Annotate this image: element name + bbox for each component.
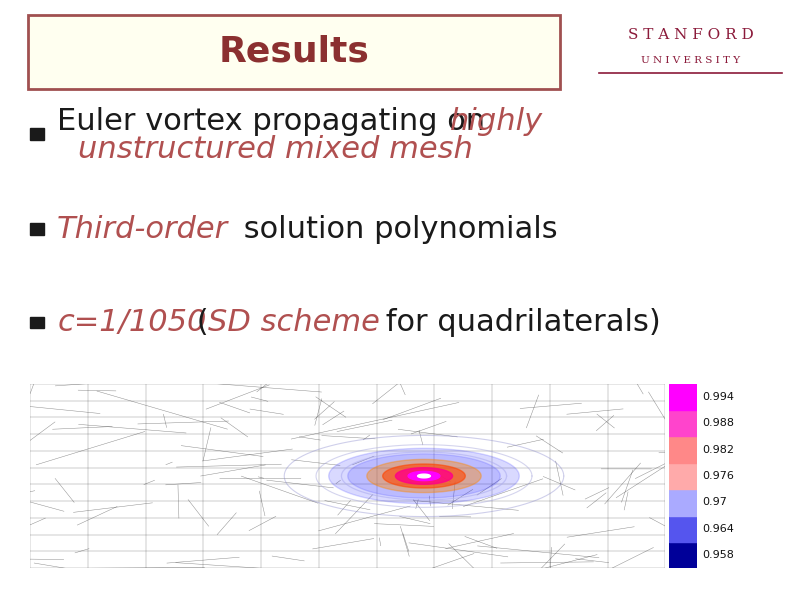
Bar — [669, 410, 697, 437]
Bar — [669, 489, 697, 515]
Bar — [669, 384, 697, 410]
Text: Euler vortex propagating on: Euler vortex propagating on — [57, 108, 495, 136]
Polygon shape — [383, 464, 465, 488]
Text: S T A N F O R D: S T A N F O R D — [628, 27, 754, 42]
Bar — [669, 437, 697, 463]
Text: 0.994: 0.994 — [702, 392, 734, 402]
Polygon shape — [367, 459, 481, 493]
FancyBboxPatch shape — [28, 15, 560, 89]
Bar — [30, 128, 44, 140]
Polygon shape — [348, 454, 500, 498]
Bar — [30, 223, 44, 235]
Text: c=1/1050: c=1/1050 — [57, 308, 206, 337]
Bar — [30, 317, 44, 328]
Bar — [669, 515, 697, 542]
Text: unstructured mixed mesh: unstructured mixed mesh — [78, 136, 472, 164]
Text: 0.958: 0.958 — [702, 550, 734, 560]
Text: 0.976: 0.976 — [702, 471, 734, 481]
Text: (: ( — [187, 308, 209, 337]
Text: highly: highly — [450, 108, 543, 136]
Text: 0.988: 0.988 — [702, 418, 734, 428]
Text: 0.964: 0.964 — [702, 524, 734, 534]
Text: SD scheme: SD scheme — [208, 308, 380, 337]
Text: solution polynomials: solution polynomials — [234, 215, 558, 243]
Text: 0.97: 0.97 — [702, 497, 727, 508]
Bar — [669, 542, 697, 568]
Text: Results: Results — [218, 35, 369, 69]
Polygon shape — [329, 449, 519, 503]
Text: Third-order: Third-order — [57, 215, 229, 243]
Text: 0.982: 0.982 — [702, 444, 734, 455]
Polygon shape — [395, 468, 453, 484]
Text: for quadrilaterals): for quadrilaterals) — [376, 308, 661, 337]
Polygon shape — [418, 474, 430, 478]
Polygon shape — [408, 471, 440, 481]
Bar — [669, 463, 697, 489]
Text: U N I V E R S I T Y: U N I V E R S I T Y — [642, 56, 740, 65]
